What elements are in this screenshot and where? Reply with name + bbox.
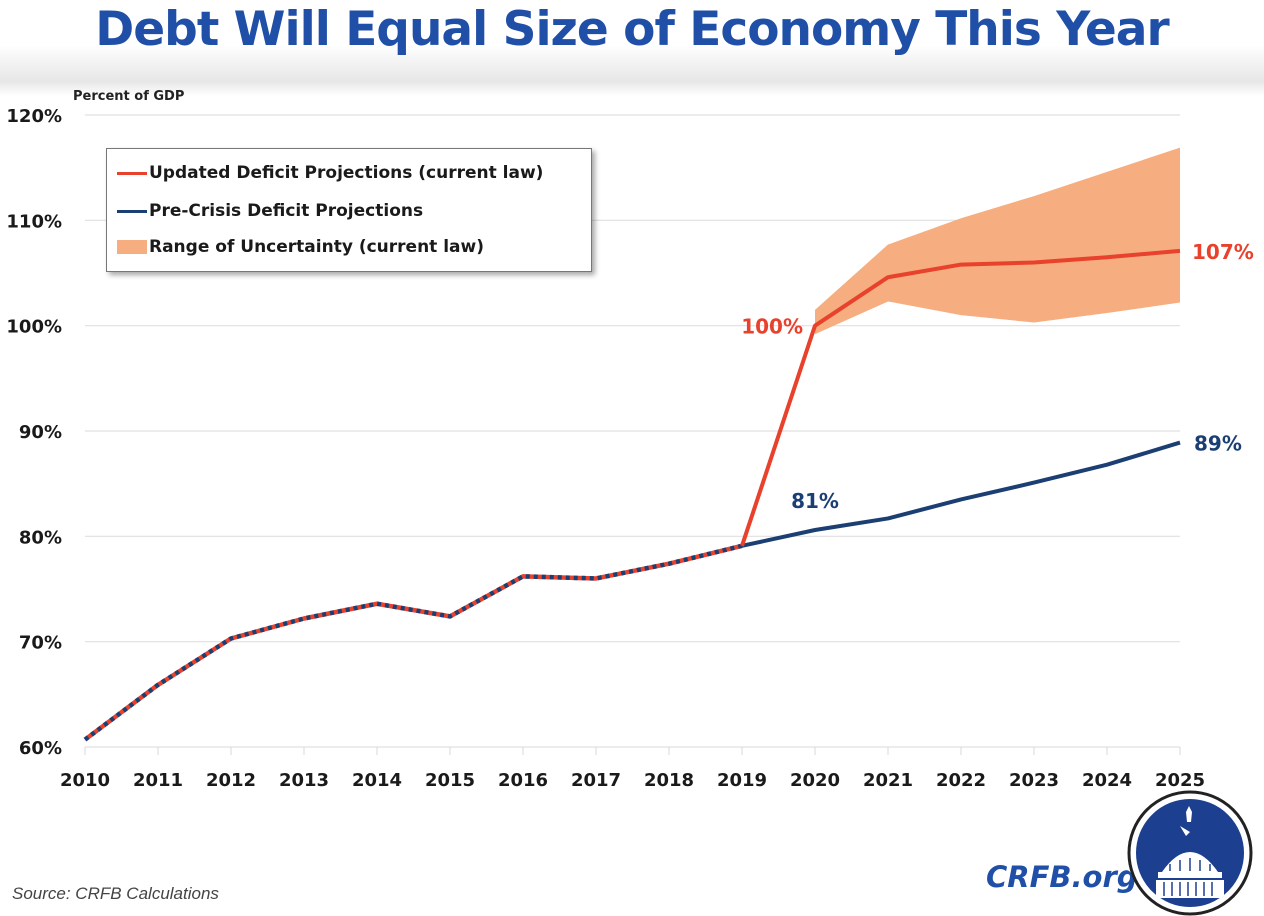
- brand-link[interactable]: CRFB.org: [986, 860, 1138, 894]
- history-line-red: [83, 543, 743, 742]
- x-tick-label: 2022: [936, 770, 986, 791]
- source-note: Source: CRFB Calculations: [12, 884, 219, 903]
- legend-swatch-range: [117, 240, 147, 254]
- data-label: 107%: [1192, 240, 1254, 264]
- x-tick-label: 2021: [863, 770, 913, 791]
- updated-projection-line: [740, 248, 1181, 547]
- x-tick-label: 2020: [790, 770, 840, 791]
- data-label: 89%: [1194, 432, 1242, 456]
- x-tick-label: 2016: [498, 770, 548, 791]
- x-tick-label: 2019: [717, 770, 767, 791]
- x-tick-label: 2017: [571, 770, 621, 791]
- legend: Updated Deficit Projections (current law…: [106, 148, 592, 272]
- x-axis-ticks: 2010 2011 2012 2013 2014 2015 2016 2017 2018 2019…: [60, 747, 1205, 791]
- x-tick-label: 2013: [279, 770, 329, 791]
- legend-swatch-updated: [117, 171, 147, 175]
- y-tick-label: 120%: [6, 106, 62, 127]
- data-labels: 100% 107% 81% 89%: [741, 240, 1254, 513]
- series-lines: [83, 248, 1181, 742]
- legend-item-updated: Updated Deficit Projections (current law…: [117, 160, 543, 186]
- header-shadow: [0, 82, 1264, 96]
- y-tick-label: 70%: [19, 633, 62, 654]
- legend-label: Pre-Crisis Deficit Projections: [149, 201, 424, 221]
- legend-label: Updated Deficit Projections (current law…: [149, 163, 544, 183]
- x-tick-label: 2012: [206, 770, 256, 791]
- y-tick-label: 100%: [6, 317, 62, 338]
- x-tick-label: 2014: [352, 770, 402, 791]
- x-tick-label: 2024: [1082, 770, 1132, 791]
- legend-label: Range of Uncertainty (current law): [149, 237, 484, 257]
- x-tick-label: 2018: [644, 770, 694, 791]
- precrisis-projection-line: [741, 440, 1181, 548]
- legend-item-range: Range of Uncertainty (current law): [117, 234, 484, 260]
- x-tick-label: 2010: [60, 770, 110, 791]
- y-axis-ticks: 60% 70% 80% 90% 100% 110% 120%: [6, 106, 62, 759]
- uncertainty-range-area: [815, 147, 1180, 335]
- x-tick-label: 2025: [1155, 770, 1205, 791]
- data-label: 81%: [791, 489, 839, 513]
- legend-item-precrisis: Pre-Crisis Deficit Projections: [117, 198, 423, 224]
- history-line-navy-dashes: [83, 543, 743, 742]
- y-tick-label: 60%: [19, 738, 62, 759]
- x-tick-label: 2023: [1009, 770, 1059, 791]
- data-label: 100%: [741, 315, 803, 339]
- y-tick-label: 80%: [19, 527, 62, 548]
- legend-swatch-precrisis: [117, 209, 147, 213]
- y-axis-label: Percent of GDP: [73, 89, 184, 104]
- x-tick-label: 2015: [425, 770, 475, 791]
- y-tick-label: 110%: [6, 211, 62, 232]
- uncertainty-range: [815, 147, 1180, 335]
- x-tick-label: 2011: [133, 770, 183, 791]
- chart-title: Debt Will Equal Size of Economy This Yea…: [95, 2, 1169, 57]
- y-tick-label: 90%: [19, 422, 62, 443]
- header-band: Debt Will Equal Size of Economy This Yea…: [0, 0, 1264, 83]
